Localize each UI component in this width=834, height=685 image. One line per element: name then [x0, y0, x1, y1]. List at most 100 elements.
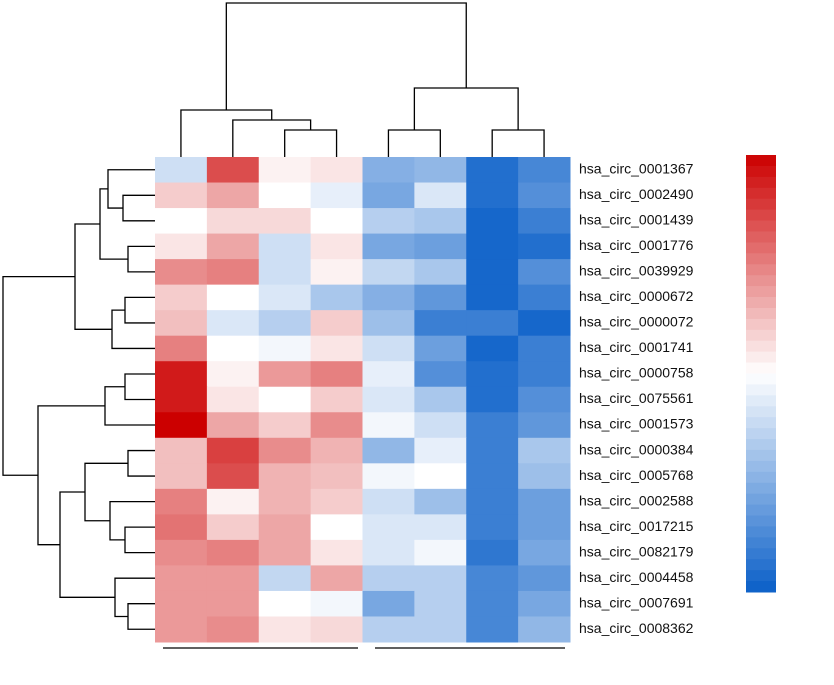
colorbar-step	[746, 428, 776, 440]
heat-cell	[414, 488, 467, 515]
dendrogram-branch	[127, 603, 155, 630]
heat-cell	[466, 233, 519, 260]
dendrogram-branch	[413, 87, 519, 130]
heat-cell	[362, 208, 415, 235]
row-label: hsa_circ_0000758	[579, 365, 694, 381]
heat-cell	[310, 386, 363, 413]
row-label: hsa_circ_0001439	[579, 212, 694, 228]
heat-cell	[466, 361, 519, 388]
heat-cell	[414, 565, 467, 592]
heat-cell	[258, 259, 312, 286]
heat-cell	[155, 616, 208, 643]
dendrogram-branch	[109, 500, 155, 541]
heat-cell	[362, 182, 415, 209]
heat-cell	[155, 208, 208, 235]
heat-cell	[258, 233, 312, 260]
heat-cell	[155, 488, 208, 515]
heat-cell	[206, 259, 260, 286]
colorbar-step	[746, 515, 776, 527]
dendrogram-branch	[59, 491, 115, 598]
heat-cell	[414, 259, 467, 286]
heat-cell	[206, 463, 260, 490]
colorbar-step	[746, 155, 776, 167]
heat-cell	[310, 412, 363, 439]
heat-cell	[206, 437, 260, 464]
dendrogram-branch	[124, 373, 155, 401]
colorbar-step	[746, 231, 776, 243]
heat-cell	[310, 539, 363, 566]
row-label: hsa_circ_0001776	[579, 237, 694, 253]
heat-cell	[466, 514, 519, 541]
heat-cell	[310, 463, 363, 490]
dendrogram-branch	[111, 309, 155, 350]
colorbar-step	[746, 351, 776, 364]
heat-cell	[206, 514, 260, 541]
colorbar-step	[746, 570, 776, 582]
colorbar-step	[746, 176, 776, 189]
colorbar-step	[746, 537, 776, 549]
heat-cell	[155, 590, 208, 617]
row-label: hsa_circ_0007691	[579, 594, 694, 610]
dendrogram-branch	[232, 119, 312, 157]
dendrogram-branch	[124, 296, 155, 324]
heat-cell	[518, 565, 571, 592]
row-label: hsa_circ_0005768	[579, 467, 694, 483]
colorbar-step	[746, 493, 776, 506]
heat-cell	[206, 208, 260, 235]
heat-cell	[518, 488, 571, 515]
heat-cell	[258, 437, 312, 464]
dendrogram-branch	[284, 129, 338, 157]
row-label: hsa_circ_0017215	[579, 518, 694, 534]
heat-cell	[155, 182, 208, 209]
heat-cell	[310, 259, 363, 286]
heat-cell	[258, 539, 312, 566]
row-label: hsa_circ_0000384	[579, 441, 694, 457]
colorbar-step	[746, 242, 776, 254]
heat-cell	[155, 565, 208, 592]
colorbar-step	[746, 581, 776, 593]
heat-cell	[258, 412, 312, 439]
heat-cell	[518, 616, 571, 643]
colorbar-step	[746, 417, 776, 429]
colorbar-step	[746, 406, 776, 418]
heat-cell	[258, 310, 312, 337]
heat-cell	[362, 539, 415, 566]
heat-cell	[362, 412, 415, 439]
heat-cell	[310, 284, 363, 311]
heat-cell	[310, 335, 363, 362]
heat-cell	[206, 488, 260, 515]
heat-cell	[310, 361, 363, 388]
heat-cell	[466, 565, 519, 592]
colorbar-step	[746, 297, 776, 309]
heat-cell	[466, 284, 519, 311]
colorbar-step	[746, 395, 776, 407]
row-label: hsa_circ_0004458	[579, 569, 694, 585]
heat-cell	[466, 386, 519, 413]
heat-cell	[310, 488, 363, 515]
heat-cell	[310, 233, 363, 260]
heat-cell	[155, 463, 208, 490]
heat-cell	[518, 182, 571, 209]
colorbar-step	[746, 362, 776, 374]
colorbar-step	[746, 548, 776, 560]
colorbar-step	[746, 253, 776, 265]
dendrogram-branch	[387, 129, 441, 157]
heat-cell	[206, 412, 260, 439]
heat-cell	[362, 361, 415, 388]
heat-cell	[362, 233, 415, 260]
heat-cell	[258, 208, 312, 235]
dendrogram-branch	[99, 188, 128, 260]
heat-cell	[206, 539, 260, 566]
row-label: hsa_circ_0001741	[579, 339, 694, 355]
dendrogram-branch	[114, 577, 155, 618]
heat-cell	[310, 565, 363, 592]
heat-cell	[518, 233, 571, 260]
heat-cell	[414, 412, 467, 439]
heat-cell	[258, 182, 312, 209]
colorbar-step	[746, 373, 776, 385]
dendrogram-branch	[180, 109, 273, 157]
colorbar-step	[746, 559, 776, 571]
heat-cell	[206, 590, 260, 617]
heat-cell	[518, 157, 571, 184]
